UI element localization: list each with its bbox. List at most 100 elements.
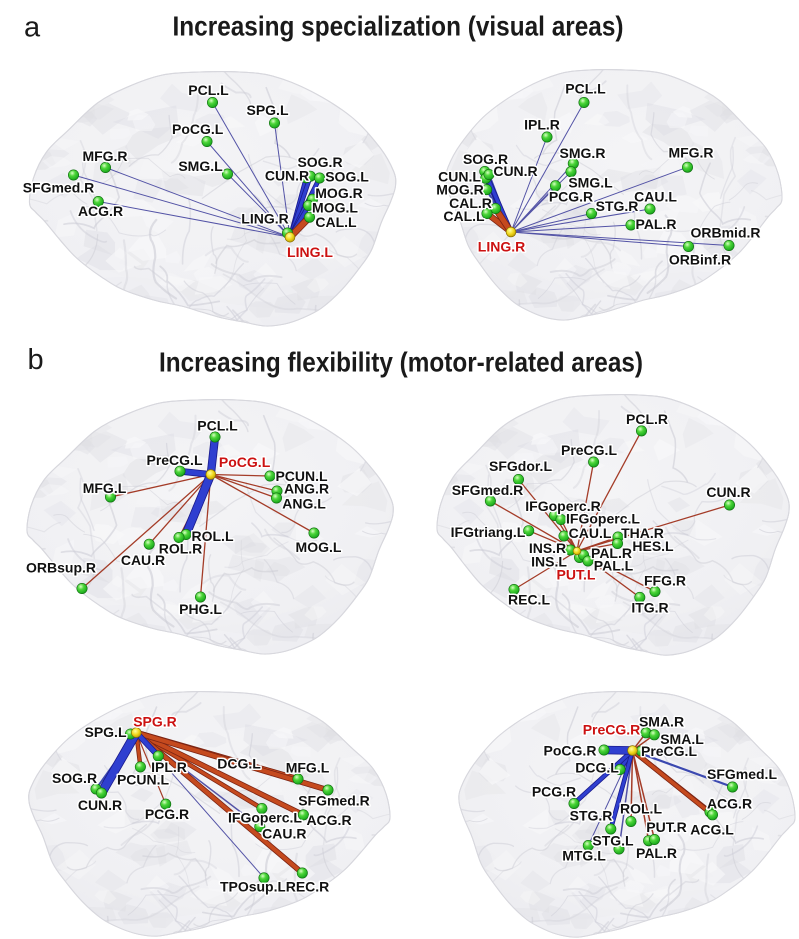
svg-text:ORBsup.R: ORBsup.R — [26, 560, 96, 576]
svg-text:SOG.R: SOG.R — [52, 770, 97, 786]
svg-text:SOG.L: SOG.L — [325, 169, 369, 185]
svg-text:PAL.R: PAL.R — [636, 845, 677, 861]
svg-text:SMA.L: SMA.L — [660, 731, 704, 747]
svg-text:ORBmid.R: ORBmid.R — [691, 224, 761, 240]
svg-text:SOG.R: SOG.R — [463, 151, 508, 167]
svg-text:ACG.L: ACG.L — [690, 822, 734, 838]
svg-text:INS.L: INS.L — [531, 553, 567, 569]
svg-text:CAU.R: CAU.R — [121, 552, 165, 568]
svg-text:SFGdor.L: SFGdor.L — [489, 458, 552, 474]
svg-text:ROL.R: ROL.R — [159, 541, 203, 557]
svg-text:CAU.L: CAU.L — [569, 525, 612, 541]
svg-text:SFGmed.R: SFGmed.R — [298, 793, 370, 809]
svg-text:MFG.R: MFG.R — [668, 144, 713, 160]
svg-text:DCG.L: DCG.L — [217, 756, 261, 772]
svg-text:SMG.L: SMG.L — [568, 174, 613, 190]
svg-text:SMG.L: SMG.L — [178, 158, 223, 174]
svg-text:PUT.L: PUT.L — [557, 567, 596, 583]
svg-text:SFGmed.L: SFGmed.L — [707, 766, 777, 782]
svg-text:IFGoperc.L: IFGoperc.L — [566, 511, 640, 527]
svg-text:IFGoperc.L: IFGoperc.L — [228, 810, 302, 826]
svg-text:REC.L: REC.L — [508, 592, 550, 608]
svg-text:PreCG.L: PreCG.L — [146, 452, 202, 468]
svg-text:LING.L: LING.L — [287, 244, 333, 260]
svg-text:MTG.L: MTG.L — [562, 848, 606, 864]
svg-text:PoCG.L: PoCG.L — [172, 121, 224, 137]
svg-text:HES.L: HES.L — [632, 538, 674, 554]
svg-text:STG.L: STG.L — [592, 833, 634, 849]
svg-text:CAL.R: CAL.R — [449, 195, 492, 211]
svg-text:CUN.R: CUN.R — [706, 484, 750, 500]
svg-text:THA.R: THA.R — [621, 525, 664, 541]
svg-text:ORBinf.R: ORBinf.R — [669, 252, 731, 268]
svg-text:PCL.L: PCL.L — [188, 82, 229, 98]
svg-text:PreCG.L: PreCG.L — [641, 743, 697, 759]
svg-text:ITG.R: ITG.R — [631, 600, 668, 616]
svg-text:STG.R: STG.R — [596, 198, 639, 214]
svg-text:PoCG.L: PoCG.L — [219, 454, 271, 470]
svg-text:PCUN.L: PCUN.L — [275, 468, 328, 484]
svg-text:CUN.L: CUN.L — [438, 169, 481, 185]
svg-text:PAL.L: PAL.L — [594, 557, 634, 573]
svg-text:ACG.R: ACG.R — [78, 203, 123, 219]
svg-text:IPL.R: IPL.R — [151, 759, 187, 775]
svg-text:PAL.R: PAL.R — [636, 216, 677, 232]
svg-text:ROL.L: ROL.L — [192, 528, 234, 544]
svg-text:CUN.R: CUN.R — [265, 168, 309, 184]
svg-text:Increasing flexibility (motor-: Increasing flexibility (motor-related ar… — [159, 347, 643, 378]
svg-text:SPG.L: SPG.L — [84, 724, 126, 740]
svg-text:IFGoperc.R: IFGoperc.R — [525, 498, 600, 514]
svg-text:ACG.R: ACG.R — [707, 795, 752, 811]
svg-text:PCL.L: PCL.L — [197, 418, 238, 434]
svg-text:IPL.R: IPL.R — [524, 117, 560, 133]
svg-text:MFG.L: MFG.L — [83, 480, 127, 496]
svg-text:MFG.R: MFG.R — [82, 148, 127, 164]
svg-text:ANG.R: ANG.R — [284, 481, 329, 497]
svg-text:SFGmed.R: SFGmed.R — [23, 179, 95, 195]
svg-text:PCG.R: PCG.R — [549, 189, 593, 205]
svg-text:SPG.L: SPG.L — [246, 102, 288, 118]
svg-text:INS.R: INS.R — [529, 540, 566, 556]
svg-text:SFGmed.R: SFGmed.R — [452, 482, 524, 498]
svg-text:MOG.R: MOG.R — [315, 185, 362, 201]
svg-text:CAU.R: CAU.R — [262, 826, 306, 842]
svg-text:PCG.R: PCG.R — [145, 806, 189, 822]
svg-text:STG.R: STG.R — [570, 808, 613, 824]
svg-text:TPOsup.L: TPOsup.L — [220, 879, 287, 895]
svg-text:PCG.R: PCG.R — [532, 784, 576, 800]
svg-text:PHG.L: PHG.L — [179, 601, 222, 617]
svg-text:LING.R: LING.R — [478, 239, 525, 255]
svg-text:MOG.L: MOG.L — [312, 200, 358, 216]
svg-text:PreCG.R: PreCG.R — [583, 721, 641, 737]
svg-text:CAU.L: CAU.L — [634, 189, 677, 205]
svg-text:PreCG.L: PreCG.L — [561, 442, 617, 458]
svg-text:PUT.R: PUT.R — [646, 819, 686, 835]
svg-text:CUN.R: CUN.R — [493, 163, 537, 179]
svg-text:IFGtriang.L: IFGtriang.L — [451, 524, 526, 540]
svg-text:ACG.R: ACG.R — [306, 812, 351, 828]
svg-text:PoCG.R: PoCG.R — [544, 743, 597, 759]
svg-text:b: b — [28, 344, 44, 376]
svg-text:SMG.R: SMG.R — [560, 145, 606, 161]
svg-text:SMA.R: SMA.R — [639, 714, 684, 730]
svg-text:SOG.R: SOG.R — [297, 154, 342, 170]
svg-text:Increasing specialization (vis: Increasing specialization (visual areas) — [173, 11, 624, 42]
svg-text:PCL.R: PCL.R — [626, 411, 668, 427]
svg-text:PCUN.L: PCUN.L — [117, 772, 170, 788]
svg-text:CUN.R: CUN.R — [78, 797, 122, 813]
svg-text:ROL.L: ROL.L — [620, 800, 662, 816]
svg-text:ANG.L: ANG.L — [282, 495, 326, 511]
svg-text:LING.R: LING.R — [241, 211, 288, 227]
svg-text:MOG.L: MOG.L — [296, 539, 342, 555]
svg-text:SPG.R: SPG.R — [133, 713, 177, 729]
svg-text:MOG.R: MOG.R — [436, 181, 483, 197]
svg-text:PCL.L: PCL.L — [565, 81, 606, 97]
svg-text:REC.R: REC.R — [286, 879, 330, 895]
svg-text:a: a — [24, 12, 41, 44]
svg-text:MFG.L: MFG.L — [286, 760, 330, 776]
svg-text:CAL.L: CAL.L — [315, 214, 357, 230]
svg-text:FFG.R: FFG.R — [644, 572, 686, 588]
svg-text:PAL.R: PAL.R — [591, 545, 632, 561]
svg-text:DCG.L: DCG.L — [575, 759, 619, 775]
svg-text:CAL.L: CAL.L — [443, 208, 485, 224]
